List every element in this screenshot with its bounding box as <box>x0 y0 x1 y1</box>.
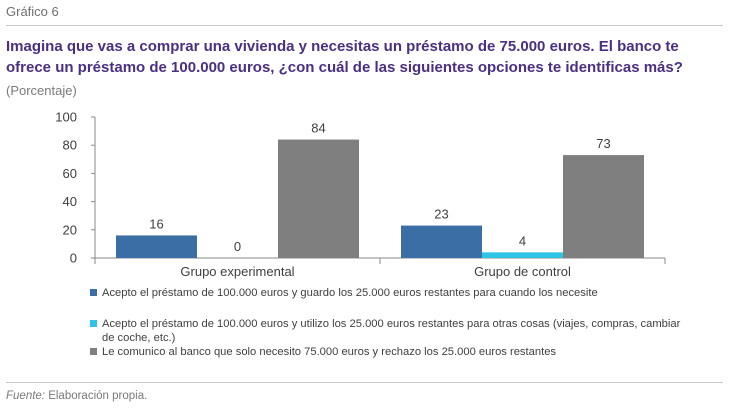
bar-chart: 0 20 40 60 80 100 16 0 84 Grupo experimental 23 4 73… <box>55 110 666 279</box>
bar <box>116 235 197 258</box>
legend-item-3: Le comunico al banco que solo necesito 7… <box>90 345 687 359</box>
y-tick-label: 40 <box>63 194 77 209</box>
source-label: Fuente: <box>6 390 45 402</box>
chart-title: Imagina que vas a comprar una vivienda y… <box>6 38 683 76</box>
data-label: 16 <box>149 216 163 231</box>
data-label: 0 <box>234 239 241 254</box>
source-note: Fuente: Elaboración propia. <box>6 390 147 402</box>
x-category-label: Grupo experimental <box>180 264 294 279</box>
data-label: 23 <box>434 207 448 222</box>
legend-label-1: Acepto el préstamo de 100.000 euros y gu… <box>102 287 598 299</box>
legend-item-2: Acepto el préstamo de 100.000 euros y ut… <box>90 317 687 345</box>
legend-label-3: Le comunico al banco que solo necesito 7… <box>102 346 557 358</box>
y-tick-label: 20 <box>63 222 77 237</box>
figure-label: Gráfico 6 <box>6 4 59 19</box>
bottom-divider <box>6 382 723 383</box>
y-tick-label: 0 <box>70 251 77 266</box>
y-tick-label: 80 <box>63 138 77 153</box>
bar <box>401 225 482 258</box>
legend-swatch-1 <box>90 289 97 296</box>
data-label: 4 <box>519 233 526 248</box>
bar <box>278 139 359 258</box>
data-label: 84 <box>311 121 325 136</box>
y-tick-label: 60 <box>63 166 77 181</box>
top-divider <box>6 25 723 26</box>
source-text: Elaboración propia. <box>45 390 148 402</box>
y-tick-label: 100 <box>55 110 77 125</box>
legend-label-2: Acepto el préstamo de 100.000 euros y ut… <box>102 318 681 344</box>
legend-item-1: Acepto el préstamo de 100.000 euros y gu… <box>90 286 687 300</box>
legend-swatch-3 <box>90 348 97 355</box>
bar <box>482 252 563 258</box>
legend-swatch-2 <box>90 320 97 327</box>
chart-subtitle: (Porcentaje) <box>6 83 77 98</box>
bar <box>563 155 644 258</box>
data-label: 73 <box>596 136 610 151</box>
x-category-label: Grupo de control <box>474 264 571 279</box>
